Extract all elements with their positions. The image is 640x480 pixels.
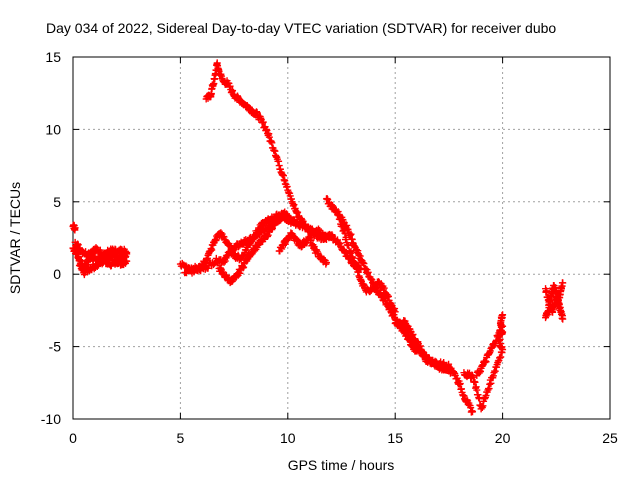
chart-title: Day 034 of 2022, Sidereal Day-to-day VTE… xyxy=(46,20,556,36)
plot-area-border xyxy=(72,56,611,420)
axis-ticks: 0 5 10 15 20 25 -10 -5 0 5 10 15 xyxy=(41,49,618,446)
data-point xyxy=(391,308,399,316)
x-tick-label: 20 xyxy=(495,430,511,446)
data-point xyxy=(204,264,212,272)
y-axis-label: SDTVAR / TECUs xyxy=(7,182,23,294)
x-tick-label: 25 xyxy=(602,430,618,446)
data-point xyxy=(341,229,349,237)
data-point xyxy=(347,247,355,255)
y-tick-label: 15 xyxy=(45,49,61,65)
y-tick-label: 0 xyxy=(53,266,61,282)
data-point xyxy=(559,315,567,323)
data-point xyxy=(471,378,479,386)
data-point xyxy=(447,369,455,377)
y-tick-label: -5 xyxy=(49,339,62,355)
y-tick-label: 10 xyxy=(45,121,61,137)
data-point xyxy=(123,257,131,265)
data-point xyxy=(469,408,477,416)
x-tick-label: 0 xyxy=(69,430,77,446)
data-point xyxy=(292,220,300,228)
x-tick-label: 10 xyxy=(280,430,296,446)
data-points xyxy=(69,59,567,416)
y-tick-label: 5 xyxy=(53,194,61,210)
data-point xyxy=(499,322,507,330)
data-point xyxy=(322,259,330,267)
data-point xyxy=(499,311,507,319)
x-tick-label: 5 xyxy=(177,430,185,446)
data-point xyxy=(123,248,131,256)
data-point xyxy=(559,279,567,287)
x-axis-label: GPS time / hours xyxy=(288,457,395,473)
data-point xyxy=(271,221,279,229)
y-tick-label: -10 xyxy=(41,411,61,427)
data-point xyxy=(71,224,79,232)
data-point xyxy=(403,329,411,337)
grid-lines xyxy=(73,57,610,419)
data-point xyxy=(264,231,272,239)
data-point xyxy=(413,347,421,355)
x-tick-label: 15 xyxy=(387,430,403,446)
